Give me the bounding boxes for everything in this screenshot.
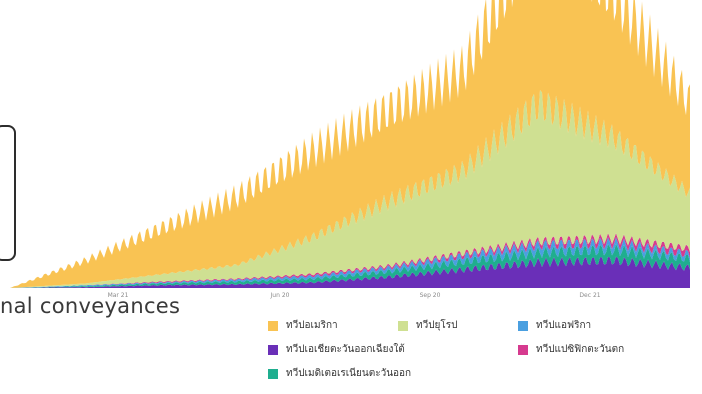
legend-label-eastern-mediterranean: ทวีปเมดิเตอเรเนียนตะวันออก <box>286 368 412 379</box>
x-tick-label: Dec 21 <box>579 292 600 299</box>
legend-swatch-europe <box>398 320 408 331</box>
legend-label-southeast-asia: ทวีปเอเชียตะวันออกเฉียงใต้ <box>286 344 405 355</box>
legend-item-southeast-asia: ทวีปเอเชียตะวันออกเฉียงใต้ <box>268 342 405 357</box>
legend: ทวีปอเมริกา ทวีปยุโรป ทวีปแอฟริกา ทวีปเอ… <box>268 318 702 394</box>
card-frame <box>0 125 16 261</box>
legend-label-western-pacific: ทวีปแปซิฟิกตะวันตก <box>536 344 625 355</box>
legend-item-americas: ทวีปอเมริกา <box>268 318 338 333</box>
legend-label-europe: ทวีปยุโรป <box>416 320 458 331</box>
legend-swatch-americas <box>268 320 278 331</box>
legend-item-africa: ทวีปแอฟริกา <box>518 318 591 333</box>
area-series-4 <box>10 233 690 288</box>
legend-item-europe: ทวีปยุโรป <box>398 318 458 333</box>
legend-swatch-western-pacific <box>518 344 528 355</box>
chart-caption: nal conveyances <box>0 294 181 318</box>
area-series-5 <box>10 90 690 288</box>
x-tick-label: Mar 21 <box>108 292 129 299</box>
stacked-area-chart: Mar 21 Jun 20 Sep 20 Dec 21 <box>10 0 690 299</box>
legend-item-eastern-mediterranean: ทวีปเมดิเตอเรเนียนตะวันออก <box>268 366 411 381</box>
area-series-3 <box>10 237 690 288</box>
legend-swatch-southeast-asia <box>268 344 278 355</box>
legend-label-africa: ทวีปแอฟริกา <box>536 320 592 331</box>
x-tick-label: Jun 20 <box>270 292 290 299</box>
area-series-6 <box>10 0 690 288</box>
legend-swatch-eastern-mediterranean <box>268 368 278 379</box>
x-tick-label: Sep 20 <box>420 292 441 299</box>
legend-item-western-pacific: ทวีปแปซิฟิกตะวันตก <box>518 342 624 357</box>
area-series-1 <box>10 256 690 288</box>
legend-swatch-africa <box>518 320 528 331</box>
legend-label-americas: ทวีปอเมริกา <box>286 320 338 331</box>
